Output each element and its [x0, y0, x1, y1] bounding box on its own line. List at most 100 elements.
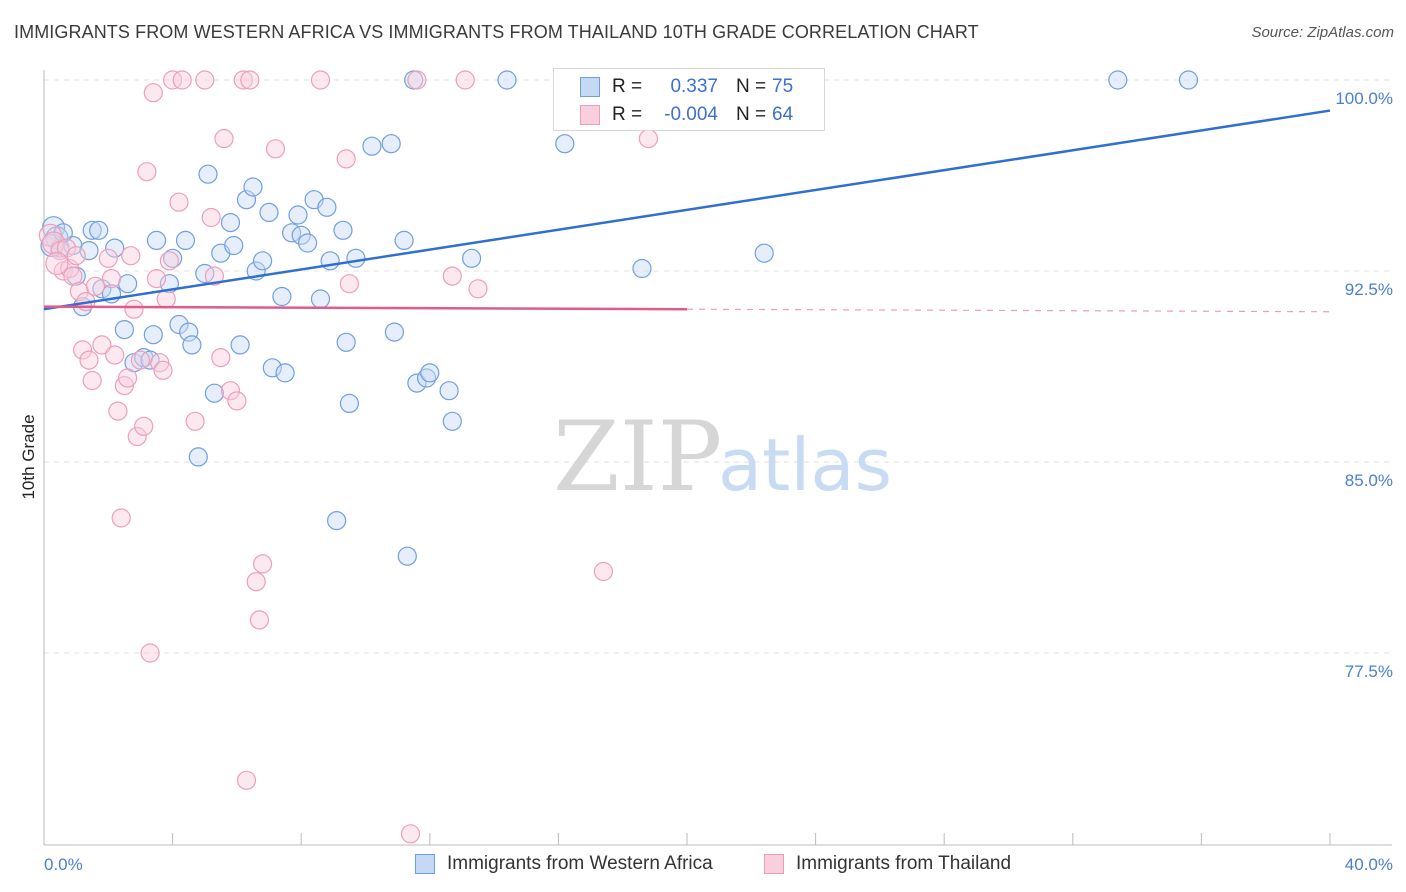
point-thailand[interactable]: [79, 350, 99, 370]
point-thailand[interactable]: [130, 350, 150, 370]
point-western-africa[interactable]: [169, 314, 189, 335]
point-western-africa[interactable]: [417, 368, 437, 388]
point-thailand[interactable]: [339, 274, 359, 294]
point-western-africa[interactable]: [291, 225, 311, 245]
point-thailand[interactable]: [169, 192, 189, 212]
point-thailand[interactable]: [400, 824, 421, 844]
point-thailand[interactable]: [124, 299, 144, 319]
point-thailand[interactable]: [92, 335, 112, 355]
point-western-africa[interactable]: [327, 510, 347, 531]
point-thailand[interactable]: [253, 554, 273, 574]
point-thailand[interactable]: [72, 340, 93, 360]
point-thailand[interactable]: [185, 411, 205, 431]
point-thailand[interactable]: [246, 572, 266, 592]
point-western-africa[interactable]: [310, 289, 331, 309]
point-western-africa[interactable]: [262, 358, 282, 378]
point-western-africa[interactable]: [362, 136, 382, 156]
point-western-africa[interactable]: [275, 363, 295, 383]
point-western-africa[interactable]: [288, 205, 308, 225]
point-western-africa[interactable]: [117, 274, 138, 294]
point-thailand[interactable]: [121, 246, 141, 266]
point-western-africa[interactable]: [555, 134, 575, 154]
point-thailand[interactable]: [156, 289, 176, 309]
point-western-africa[interactable]: [397, 546, 417, 566]
point-thailand[interactable]: [45, 251, 69, 275]
point-thailand[interactable]: [336, 149, 356, 169]
point-thailand[interactable]: [214, 129, 234, 149]
point-thailand[interactable]: [201, 207, 221, 228]
point-thailand[interactable]: [105, 345, 125, 365]
point-western-africa[interactable]: [462, 248, 482, 268]
point-western-africa[interactable]: [114, 320, 135, 340]
point-western-africa[interactable]: [384, 322, 404, 342]
point-thailand[interactable]: [220, 381, 241, 401]
point-western-africa[interactable]: [253, 251, 273, 271]
point-western-africa[interactable]: [439, 381, 459, 401]
point-thailand[interactable]: [66, 246, 86, 266]
point-thailand[interactable]: [233, 70, 253, 90]
point-thailand[interactable]: [101, 269, 122, 289]
point-western-africa[interactable]: [143, 325, 163, 345]
point-western-africa[interactable]: [317, 197, 337, 217]
point-western-africa[interactable]: [272, 286, 292, 307]
point-thailand[interactable]: [442, 266, 462, 286]
point-thailand[interactable]: [236, 770, 257, 790]
point-thailand[interactable]: [172, 70, 192, 90]
point-thailand[interactable]: [98, 248, 118, 268]
point-thailand[interactable]: [143, 83, 163, 103]
point-thailand[interactable]: [455, 70, 475, 90]
point-western-africa[interactable]: [333, 220, 353, 240]
point-western-africa[interactable]: [105, 238, 125, 258]
point-thailand[interactable]: [146, 269, 167, 289]
point-western-africa[interactable]: [175, 230, 196, 250]
point-western-africa[interactable]: [394, 230, 414, 250]
point-western-africa[interactable]: [497, 70, 517, 90]
point-thailand[interactable]: [407, 70, 427, 90]
point-western-africa[interactable]: [346, 248, 366, 268]
point-thailand[interactable]: [310, 70, 331, 90]
point-thailand[interactable]: [249, 610, 269, 630]
point-western-africa[interactable]: [79, 241, 99, 261]
point-thailand[interactable]: [134, 416, 154, 436]
point-western-africa[interactable]: [298, 233, 318, 253]
point-thailand[interactable]: [468, 279, 488, 299]
point-thailand[interactable]: [137, 162, 157, 182]
point-western-africa[interactable]: [632, 258, 652, 279]
point-thailand[interactable]: [140, 643, 160, 663]
point-western-africa[interactable]: [339, 393, 359, 413]
point-western-africa[interactable]: [754, 243, 774, 263]
point-western-africa[interactable]: [220, 213, 241, 233]
point-western-africa[interactable]: [230, 335, 250, 355]
point-thailand[interactable]: [265, 139, 286, 159]
point-thailand[interactable]: [108, 401, 128, 421]
point-western-africa[interactable]: [224, 235, 244, 256]
point-western-africa[interactable]: [407, 373, 427, 393]
point-thailand[interactable]: [85, 276, 106, 296]
point-thailand[interactable]: [111, 508, 131, 528]
point-western-africa[interactable]: [204, 383, 224, 403]
point-thailand[interactable]: [195, 70, 215, 90]
point-thailand[interactable]: [211, 348, 231, 368]
point-western-africa[interactable]: [442, 411, 462, 431]
point-thailand[interactable]: [593, 561, 614, 582]
point-western-africa[interactable]: [82, 220, 102, 240]
point-western-africa[interactable]: [420, 363, 440, 383]
point-thailand[interactable]: [227, 391, 247, 411]
point-thailand[interactable]: [240, 70, 260, 90]
point-western-africa[interactable]: [198, 164, 218, 184]
point-western-africa[interactable]: [1178, 70, 1199, 90]
point-thailand[interactable]: [204, 266, 224, 286]
point-western-africa[interactable]: [179, 322, 199, 342]
point-western-africa[interactable]: [336, 332, 356, 352]
point-western-africa[interactable]: [163, 248, 183, 268]
point-western-africa[interactable]: [89, 220, 109, 240]
point-thailand[interactable]: [153, 360, 173, 380]
point-thailand[interactable]: [638, 129, 659, 149]
point-western-africa[interactable]: [188, 447, 208, 467]
point-thailand[interactable]: [127, 426, 147, 447]
point-thailand[interactable]: [117, 368, 138, 388]
point-thailand[interactable]: [82, 370, 102, 391]
point-western-africa[interactable]: [259, 202, 279, 222]
point-western-africa[interactable]: [381, 134, 401, 154]
point-western-africa[interactable]: [243, 177, 263, 197]
